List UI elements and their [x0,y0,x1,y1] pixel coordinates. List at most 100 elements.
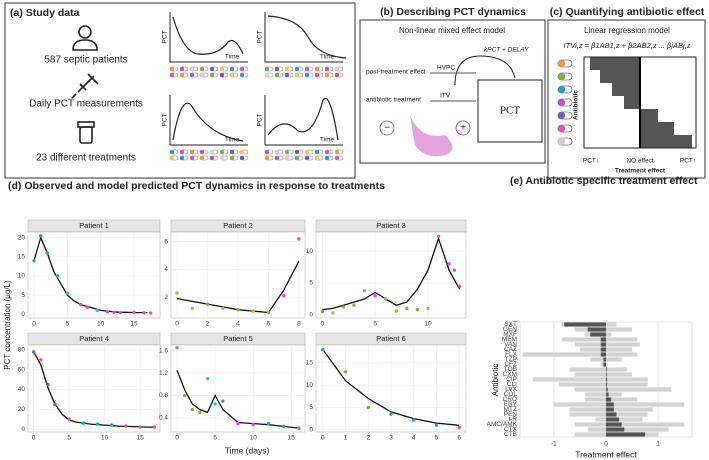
observed-point [251,309,255,313]
observed-point [341,305,346,309]
observed-point [105,310,110,314]
pct-box-label: PCT [500,105,520,117]
effect-bar [587,327,606,332]
observed-point [447,262,451,266]
pill [558,125,565,132]
observed-point [266,421,271,426]
pill [210,150,214,154]
pill [285,67,289,71]
y-tick-label: PEN [504,411,518,418]
pill [305,150,309,154]
observed-point [112,310,116,314]
observed-point [85,305,90,309]
pill [315,67,319,71]
heat-block [640,135,692,148]
mini-curve [267,97,339,141]
observed-point [297,426,301,430]
pill [190,150,194,154]
observed-point [95,308,100,313]
y-tick-label: MTZ [504,406,517,413]
x-tick-label: 0 [32,321,36,328]
mini-y-label: PCT [162,30,169,43]
pill [285,150,289,154]
effect-chart: -1 0 1 SXTGENMXFMEMVANCAZFLXTZPCFZTOBCXMCIP… [487,321,693,448]
pill [295,150,299,154]
effect-bar [600,337,606,342]
x-tick-label: 2 [366,435,370,442]
x-tick-label: 10 [250,435,258,442]
pill [335,73,339,77]
y-tick-label: 4 [164,266,168,273]
item-label: 23 different treatments [36,153,136,164]
facet-title: Patient 1 [79,221,109,230]
observed-point [457,284,462,288]
ci-bar [559,382,648,387]
pill [305,67,309,71]
e-y-label: Antibiotic [491,364,500,396]
pill [230,73,234,77]
y-tick-label: 80 [18,347,26,354]
ci-bar [561,337,638,342]
pill [220,73,224,77]
x-tick-label: 0 [604,441,608,448]
effect-bar [606,432,646,437]
observed-point [205,302,210,306]
panel-b-title: (b) Describing PCT dynamics [380,6,526,18]
bacterium [410,115,453,157]
x-tick-label: 10 [97,321,105,328]
x-tick-label: 8 [297,321,301,328]
pill [558,73,565,80]
observed-point [190,407,195,412]
pill [230,156,234,160]
mini-x-label: Time [320,137,335,144]
c-low: PCT↓ [583,158,599,165]
pill [180,73,184,77]
observed-point [32,258,36,263]
observed-point [394,309,398,313]
ci-bar [585,392,622,397]
observed-point [38,234,43,238]
y-tick-label: AMC/AMK [487,421,518,428]
pill [295,156,299,160]
pill [180,67,184,71]
x-tick-label: 5 [67,435,71,442]
x-tick-label: 5 [373,321,377,328]
x-tick-label: 5 [435,435,439,442]
effect-bar [606,392,609,397]
y-tick-label: ERY [504,401,518,408]
effect-bar [606,382,608,387]
y-tick-label: CIP [506,376,517,383]
observed-point [198,410,202,415]
pill [190,67,194,71]
d-y-label: PCT concentration (µg/L) [3,280,12,370]
x-tick-label: 5 [213,435,217,442]
facet-title: Patient 3 [376,221,406,230]
observed-point [175,291,179,295]
heat-block [600,70,640,83]
pill [315,156,319,160]
pill [190,73,194,77]
pill [315,150,319,154]
effect-bar [606,387,608,392]
y-tick-label: 1.2 [159,370,168,377]
observed-point [405,306,409,311]
effect-bar [564,322,606,327]
abx-label: antibiotic treatment [366,97,421,104]
y-tick-label: CRO [503,396,517,403]
pill [325,67,329,71]
x-tick-label: 5 [66,321,70,328]
y-tick-label: GEN [503,326,517,333]
observed-point [65,291,70,295]
pill [210,73,214,77]
plus-sign: + [460,123,466,134]
plus-circle [455,120,471,136]
pill [220,150,224,154]
heat-block [640,122,674,135]
pill [275,156,279,160]
pill [200,73,204,77]
pill [265,73,269,77]
y-tick-label: 5 [21,292,25,299]
observed-point [452,268,457,272]
observed-point [46,382,50,387]
